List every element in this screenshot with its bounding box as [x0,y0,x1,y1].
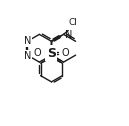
Text: Cl: Cl [69,18,78,27]
Text: N: N [24,36,31,46]
Text: O: O [62,48,70,58]
Text: N: N [65,30,72,40]
Text: O: O [33,48,41,58]
Text: S: S [47,47,56,60]
Text: N: N [24,51,31,61]
